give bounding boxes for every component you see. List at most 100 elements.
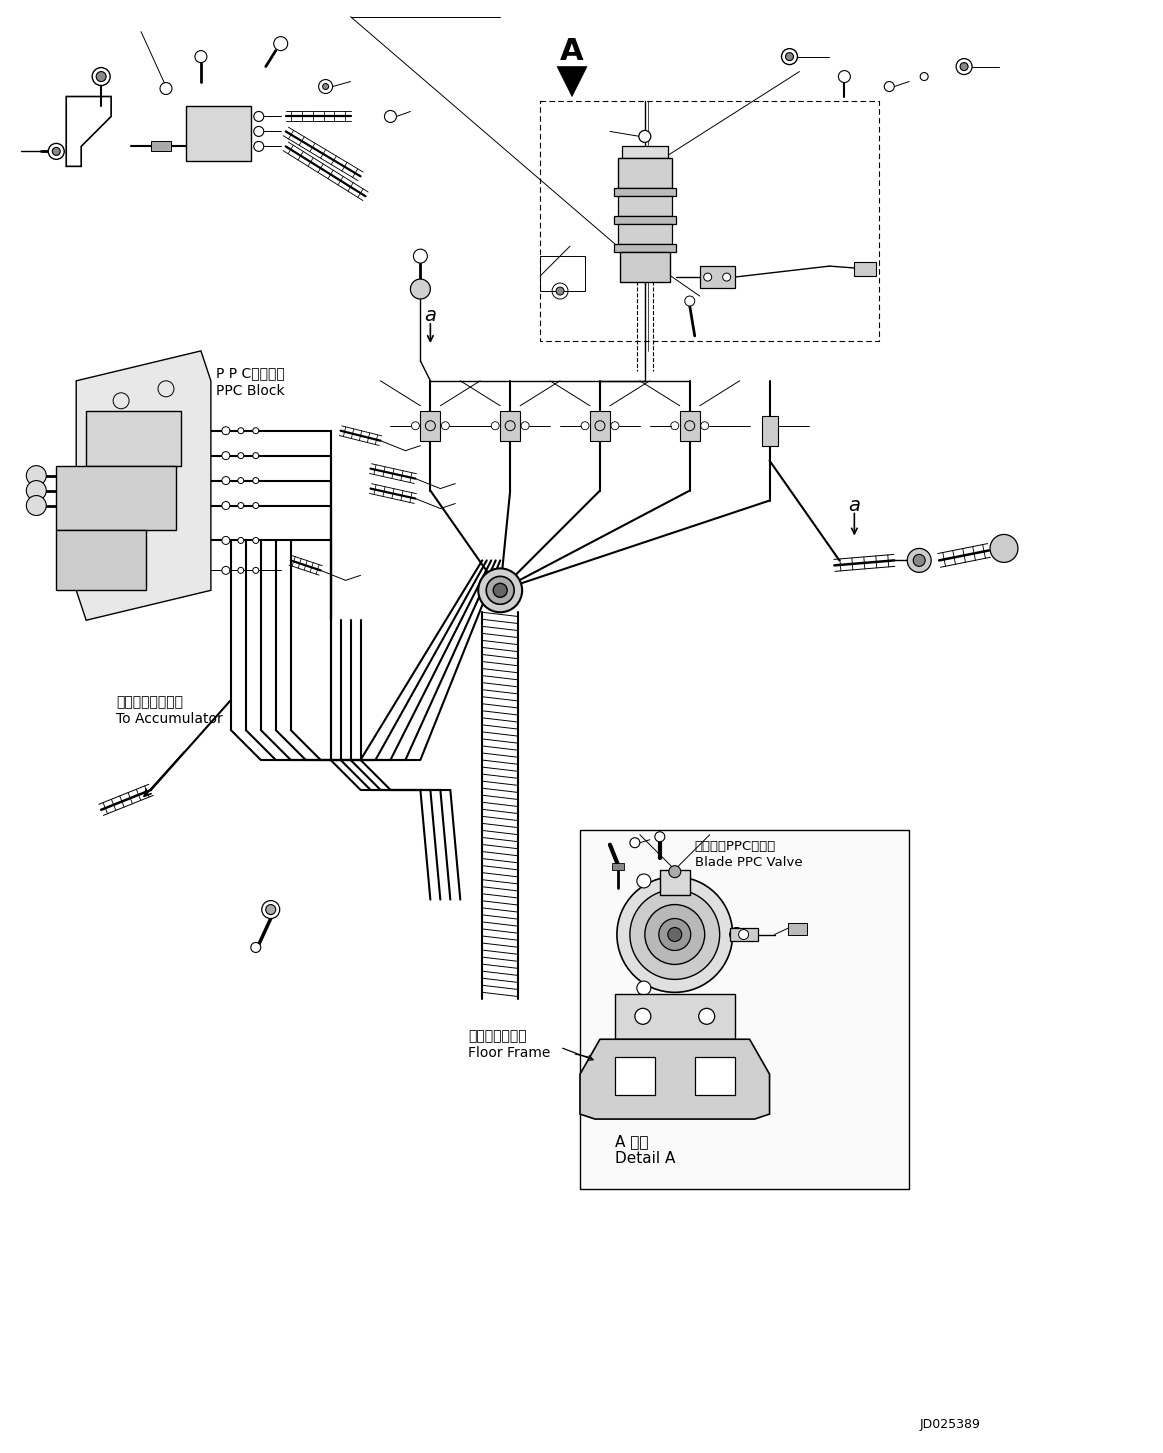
Text: To Accumulator: To Accumulator: [116, 712, 223, 726]
Circle shape: [254, 112, 264, 122]
Circle shape: [658, 918, 691, 950]
Circle shape: [655, 831, 665, 841]
Bar: [86, 411, 181, 465]
Circle shape: [319, 80, 333, 93]
Circle shape: [252, 427, 259, 433]
Circle shape: [699, 1008, 715, 1024]
Bar: [615, 994, 735, 1039]
Circle shape: [252, 567, 259, 574]
Circle shape: [638, 131, 651, 142]
Circle shape: [704, 273, 712, 280]
Text: a: a: [424, 307, 436, 325]
Circle shape: [907, 548, 932, 572]
Circle shape: [920, 73, 928, 80]
Circle shape: [27, 465, 47, 485]
Circle shape: [252, 538, 259, 543]
Circle shape: [884, 81, 894, 92]
Bar: [700, 266, 735, 288]
Bar: [620, 253, 670, 282]
Circle shape: [493, 583, 507, 597]
Circle shape: [635, 1008, 651, 1024]
Circle shape: [669, 866, 680, 878]
Bar: [622, 147, 668, 158]
Bar: [618, 196, 672, 216]
Bar: [56, 530, 147, 590]
Circle shape: [739, 930, 749, 940]
Bar: [615, 1058, 655, 1096]
Circle shape: [222, 477, 230, 485]
Circle shape: [630, 889, 720, 979]
Bar: [420, 411, 441, 440]
Circle shape: [237, 567, 244, 574]
Circle shape: [266, 905, 276, 914]
Circle shape: [644, 905, 705, 965]
Bar: [590, 411, 609, 440]
Circle shape: [782, 48, 798, 64]
Text: Blade PPC Valve: Blade PPC Valve: [694, 856, 802, 869]
Circle shape: [785, 52, 793, 61]
Text: P P Cブロック: P P Cブロック: [216, 366, 285, 379]
Circle shape: [252, 478, 259, 484]
Circle shape: [252, 453, 259, 459]
Circle shape: [637, 981, 651, 995]
Circle shape: [252, 503, 259, 509]
Circle shape: [411, 279, 430, 299]
Circle shape: [27, 495, 47, 516]
Circle shape: [237, 538, 244, 543]
Bar: [729, 927, 757, 942]
Circle shape: [616, 876, 733, 992]
Bar: [540, 256, 585, 291]
Bar: [500, 411, 520, 440]
Circle shape: [961, 62, 968, 71]
Circle shape: [385, 110, 397, 122]
Circle shape: [262, 901, 280, 918]
Circle shape: [251, 943, 261, 953]
Circle shape: [556, 288, 564, 295]
Bar: [614, 216, 676, 224]
Bar: [618, 224, 672, 244]
Bar: [787, 923, 807, 934]
Bar: [855, 262, 876, 276]
Bar: [151, 141, 171, 151]
Circle shape: [478, 568, 522, 612]
Bar: [659, 870, 690, 895]
Text: a: a: [848, 495, 861, 514]
Circle shape: [956, 58, 972, 74]
Circle shape: [222, 427, 230, 434]
Bar: [614, 244, 676, 253]
Circle shape: [222, 501, 230, 510]
Text: JD025389: JD025389: [919, 1418, 980, 1431]
Bar: [694, 1058, 735, 1096]
Bar: [186, 106, 251, 161]
Circle shape: [722, 273, 730, 280]
Text: PPC Block: PPC Block: [216, 384, 285, 398]
Circle shape: [237, 478, 244, 484]
Circle shape: [195, 51, 207, 62]
Text: Floor Frame: Floor Frame: [469, 1046, 550, 1061]
Text: A 詳細: A 詳細: [615, 1133, 649, 1149]
Bar: [679, 411, 700, 440]
Text: アキュムレータへ: アキュムレータへ: [116, 695, 183, 709]
Bar: [762, 416, 778, 446]
Circle shape: [222, 567, 230, 574]
Circle shape: [668, 927, 682, 942]
Circle shape: [92, 68, 110, 86]
Circle shape: [630, 838, 640, 847]
Text: ブレードPPCバルブ: ブレードPPCバルブ: [694, 840, 776, 853]
Circle shape: [729, 927, 743, 942]
Circle shape: [222, 452, 230, 459]
Text: A: A: [561, 36, 584, 65]
Circle shape: [486, 577, 514, 604]
Circle shape: [52, 147, 60, 155]
Circle shape: [237, 503, 244, 509]
Text: フロアフレーム: フロアフレーム: [469, 1029, 527, 1043]
Circle shape: [254, 141, 264, 151]
Bar: [614, 189, 676, 196]
Circle shape: [913, 555, 926, 567]
Polygon shape: [580, 1039, 770, 1119]
Polygon shape: [557, 67, 587, 96]
Bar: [618, 158, 672, 189]
Circle shape: [27, 481, 47, 500]
Circle shape: [97, 71, 106, 81]
Circle shape: [990, 535, 1018, 562]
